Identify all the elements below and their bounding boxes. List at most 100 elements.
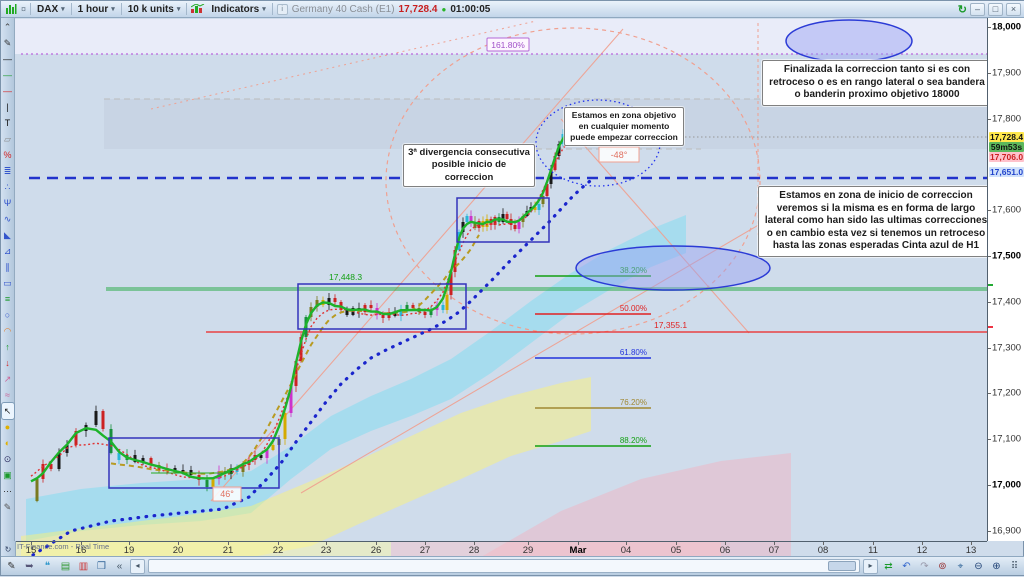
sync-icon[interactable]: ⇄ [884, 560, 893, 572]
minimize-button[interactable]: – [970, 2, 985, 16]
collapse-arrows-icon[interactable]: « [116, 560, 123, 572]
last-price: 17,728.4 [398, 3, 438, 15]
time-tick-mark [528, 542, 529, 545]
chat-icon[interactable]: ❝ [44, 560, 51, 572]
candle-body [429, 310, 433, 315]
instrument-dropdown[interactable]: DAX ▾ [35, 4, 67, 15]
alert-tool[interactable]: ● [4, 422, 11, 432]
time-tick-mark [873, 542, 874, 545]
zoom-out-icon[interactable]: ⊖ [974, 560, 983, 572]
note-inicio-correccion[interactable]: Estamos en zona de inicio de correccion … [758, 186, 994, 257]
fib-retracement-tool[interactable]: ≣ [3, 166, 12, 176]
fib-161-label-box[interactable] [486, 37, 530, 52]
note-divergencia[interactable]: 3ª divergencia consecutiva posible inici… [403, 144, 535, 188]
zoom-reset-icon[interactable]: ⊚ [938, 560, 947, 572]
text-tool[interactable]: T [4, 118, 11, 128]
arc-tool[interactable]: ◠ [3, 326, 12, 336]
note-zona-objetivo[interactable]: Estamos en zona objetivo en cualquier mo… [564, 107, 684, 147]
wave-tool[interactable]: ≈ [5, 390, 10, 400]
time-tick-label: 08 [817, 545, 829, 556]
candle-body [473, 222, 477, 228]
candle-body [393, 312, 397, 316]
refresh-icon[interactable]: ↻ [957, 3, 967, 16]
time-tick-mark [31, 542, 32, 545]
trendline-down[interactable] [560, 118, 750, 334]
eraser-tool[interactable]: ▱ [4, 134, 11, 144]
collapse-chevron-icon[interactable]: ⌃ [3, 22, 12, 32]
vertical-line-tool[interactable]: | [6, 102, 9, 112]
axis-tick-mark [988, 485, 991, 486]
stylus-tool[interactable]: ✎ [3, 38, 12, 48]
candle-body [283, 413, 287, 439]
highlight-ellipse[interactable] [575, 245, 771, 291]
candle-body [299, 337, 303, 361]
indicators-dropdown[interactable]: Indicators ▾ [209, 4, 267, 15]
select-tool[interactable]: ↖ [0, 402, 15, 420]
triangle-pattern-tool[interactable]: ◣ [4, 230, 11, 240]
angle-up-label-box[interactable] [212, 486, 242, 502]
fib-extension-tool[interactable]: ∴ [4, 182, 11, 192]
zoom-in-icon[interactable]: ⊕ [992, 560, 1001, 572]
angle-down-label-box[interactable] [598, 146, 640, 163]
redo-icon[interactable]: ↷ [920, 560, 929, 572]
history-icon[interactable]: ↻ [4, 545, 12, 554]
units-dropdown[interactable]: 10 k units ▾ [126, 4, 183, 15]
candle-body [537, 204, 541, 210]
ellipse-tool[interactable]: ○ [4, 310, 11, 320]
horizontal-line-tool[interactable]: — [3, 54, 12, 64]
close-button[interactable]: × [1006, 2, 1021, 16]
red-segment-tool[interactable]: — [3, 86, 12, 96]
alert-manage-tool[interactable]: ◐ [4, 438, 11, 448]
link-icon[interactable]: ¤ [21, 4, 27, 14]
consolidation-box[interactable] [456, 197, 550, 243]
highlight-ellipse[interactable] [785, 19, 913, 63]
windows-icon[interactable]: ❒ [97, 560, 106, 572]
more-tools[interactable]: ⋯ [3, 486, 12, 496]
price-tick-label: 17,300 [992, 342, 1022, 354]
arrow-down-tool[interactable]: ↓ [5, 358, 10, 368]
screenshot-tool[interactable]: ▣ [3, 470, 12, 480]
snapshot-icon[interactable]: ▤ [60, 560, 71, 572]
restore-button[interactable]: □ [988, 2, 1003, 16]
candle-body [541, 196, 545, 204]
parallel-channel-tool[interactable]: ≡ [4, 294, 11, 304]
time-tick-label: 21 [222, 545, 234, 556]
share-icon[interactable]: ➥ [25, 560, 34, 572]
grid-dots-icon[interactable]: ⠿ [1010, 560, 1019, 572]
fib-percent-tool[interactable]: % [3, 150, 12, 160]
timeframe-dropdown[interactable]: 1 hour ▾ [76, 4, 117, 15]
time-tick-mark [129, 542, 130, 545]
rectangle-tool[interactable]: ▭ [3, 278, 12, 288]
consolidation-box[interactable] [297, 283, 467, 330]
candle-body [545, 184, 549, 196]
info-icon[interactable]: i [276, 3, 288, 15]
scroll-left-button[interactable]: ◂ [130, 558, 145, 574]
green-segment-tool[interactable]: — [3, 70, 12, 80]
time-tick-mark [81, 542, 82, 545]
fib-level-label: 76.20% [620, 398, 647, 407]
undo-icon[interactable]: ↶ [902, 560, 911, 572]
time-axis[interactable]: IT-Finance.com - Real Time 15 16 19 20 21 22 2… [15, 541, 987, 558]
pitchfork-tool[interactable]: Ψ [3, 198, 12, 208]
scroll-right-button[interactable]: ▸ [863, 558, 878, 574]
note-finalizada[interactable]: Finalizada la correccion tanto si es con… [762, 60, 992, 106]
time-tick-label: Mar [569, 545, 587, 556]
draw-pencil-tool[interactable]: ✎ [3, 502, 12, 512]
flag-pattern-tool[interactable]: ⊿ [3, 246, 12, 256]
zoom-select-icon[interactable]: ⌖ [957, 560, 964, 572]
draw-icon[interactable]: ✎ [7, 560, 16, 572]
zoom-tool[interactable]: ⊙ [3, 454, 12, 464]
scrollbar-thumb[interactable] [828, 561, 856, 571]
elliott-wave-tool[interactable]: ∿ [3, 214, 12, 224]
chart-scrollbar[interactable] [148, 559, 860, 573]
consolidation-box[interactable] [108, 437, 280, 489]
trend-points-tool[interactable]: ↗ [3, 374, 12, 384]
channel-tool[interactable]: ∥ [5, 262, 10, 272]
green-ma [30, 129, 592, 483]
candle-body [411, 305, 415, 308]
arrow-up-tool[interactable]: ↑ [5, 342, 10, 352]
price-tick-label: 17,500 [992, 250, 1022, 262]
indicator-bars-icon[interactable]: ▥ [78, 560, 89, 572]
price-axis[interactable]: 18,000 17,900 17,800 17,600 17,500 17,400 17,3… [987, 18, 1024, 541]
